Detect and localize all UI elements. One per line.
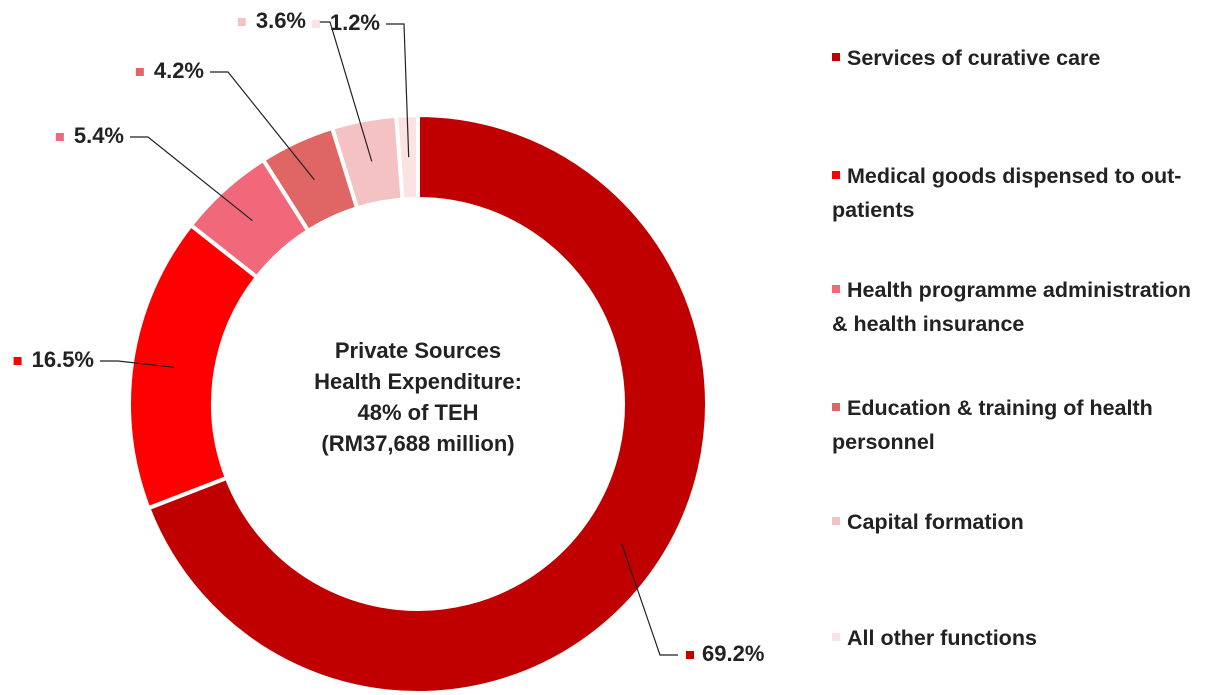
- leader-line: [100, 360, 174, 368]
- leader-line: [386, 23, 410, 158]
- label-marker: [237, 18, 246, 26]
- center-text: (RM37,688 million): [321, 431, 514, 456]
- legend-item: All other functions: [832, 621, 1212, 655]
- legend-item: Capital formation: [832, 505, 1212, 539]
- legend-swatch: [832, 517, 840, 526]
- label-marker: [13, 357, 22, 365]
- data-label: 5.4%: [74, 123, 124, 148]
- label-marker: [686, 651, 694, 659]
- legend-swatch: [832, 285, 840, 294]
- data-label: 4.2%: [154, 58, 204, 83]
- leader-line: [621, 543, 678, 656]
- legend-item: Medical goods dispensed to out-patients: [832, 159, 1212, 227]
- legend-swatch: [832, 171, 840, 180]
- donut-slice: [394, 112, 420, 202]
- donut-slice: [127, 222, 260, 511]
- data-label: 16.5%: [32, 347, 94, 372]
- legend-label: Health programme administration & health…: [832, 278, 1192, 336]
- data-label: 3.6%: [256, 8, 306, 33]
- chart: 69.2% 16.5% 5.4% 4.2% 3.6% 1.2% Private Source…: [13, 8, 764, 695]
- legend-label: Services of curative care: [847, 46, 1101, 70]
- data-label: 1.2%: [330, 10, 380, 35]
- legend-item: Education & training of health personnel: [832, 391, 1212, 459]
- leader-line: [130, 136, 253, 222]
- leader-line: [210, 71, 315, 181]
- label-marker: [55, 133, 64, 141]
- label-marker: [135, 68, 144, 76]
- legend-swatch: [832, 403, 840, 412]
- legend-swatch: [832, 53, 840, 62]
- legend-label: Capital formation: [847, 510, 1024, 534]
- center-text: Health Expenditure:: [314, 369, 522, 394]
- label-marker: [311, 20, 320, 28]
- data-label: 69.2%: [702, 641, 764, 666]
- legend-item: Services of curative care: [832, 41, 1212, 75]
- legend-item: Health programme administration & health…: [832, 273, 1212, 341]
- center-text: Private Sources: [335, 338, 501, 363]
- legend-label: Medical goods dispensed to out-patients: [832, 164, 1182, 222]
- legend-label: All other functions: [847, 626, 1037, 650]
- legend-swatch: [832, 633, 840, 642]
- center-text: 48% of TEH: [357, 400, 478, 425]
- donut-slice: [145, 112, 709, 695]
- legend-label: Education & training of health personnel: [832, 396, 1153, 454]
